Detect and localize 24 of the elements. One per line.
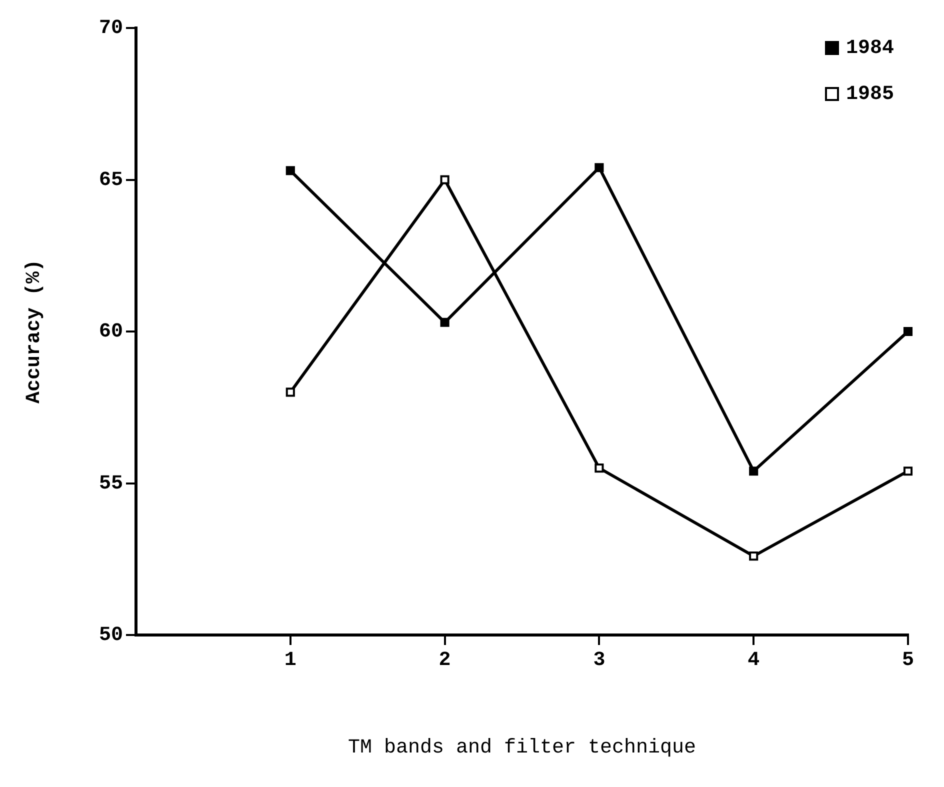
point: [749, 552, 758, 561]
x-tick-label: 1: [284, 649, 296, 672]
y-tick-label: 55: [98, 472, 124, 496]
y-tick-label: 65: [98, 168, 124, 192]
x-tick-label: 2: [438, 649, 451, 672]
point: [440, 175, 450, 184]
point: [286, 388, 295, 397]
y-tick-label: 60: [98, 320, 124, 344]
x-axis-title: TM bands and filter technique: [348, 736, 696, 760]
point: [594, 464, 604, 473]
point: [440, 318, 450, 327]
x-tick-label: 3: [593, 649, 606, 672]
x-tick-label: 5: [902, 649, 914, 672]
legend-label: 1984: [846, 37, 894, 60]
y-tick-label: 50: [98, 624, 124, 648]
point: [286, 166, 295, 176]
y-tick-label: 70: [98, 17, 124, 40]
point: [594, 163, 604, 172]
legend-label: 1985: [846, 83, 894, 106]
point: [749, 466, 758, 476]
y-axis-title: Accuracy (%): [23, 259, 46, 404]
point: [903, 466, 913, 476]
x-tick-label: 4: [748, 649, 760, 672]
point: [903, 326, 913, 336]
